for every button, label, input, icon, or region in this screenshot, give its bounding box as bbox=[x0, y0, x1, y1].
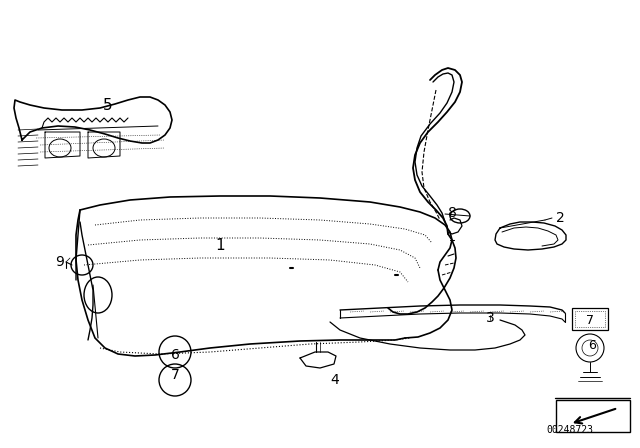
Text: 2: 2 bbox=[556, 211, 564, 225]
Text: 3: 3 bbox=[486, 311, 494, 325]
Text: 6: 6 bbox=[171, 348, 179, 362]
Text: 6: 6 bbox=[588, 339, 596, 352]
Text: 00248723: 00248723 bbox=[547, 425, 593, 435]
Text: 8: 8 bbox=[447, 206, 456, 220]
Text: 5: 5 bbox=[103, 98, 113, 112]
Text: 7: 7 bbox=[586, 314, 594, 327]
Text: 4: 4 bbox=[331, 373, 339, 387]
Text: 7: 7 bbox=[171, 368, 179, 382]
Text: 1: 1 bbox=[215, 237, 225, 253]
Text: 9: 9 bbox=[56, 255, 65, 269]
